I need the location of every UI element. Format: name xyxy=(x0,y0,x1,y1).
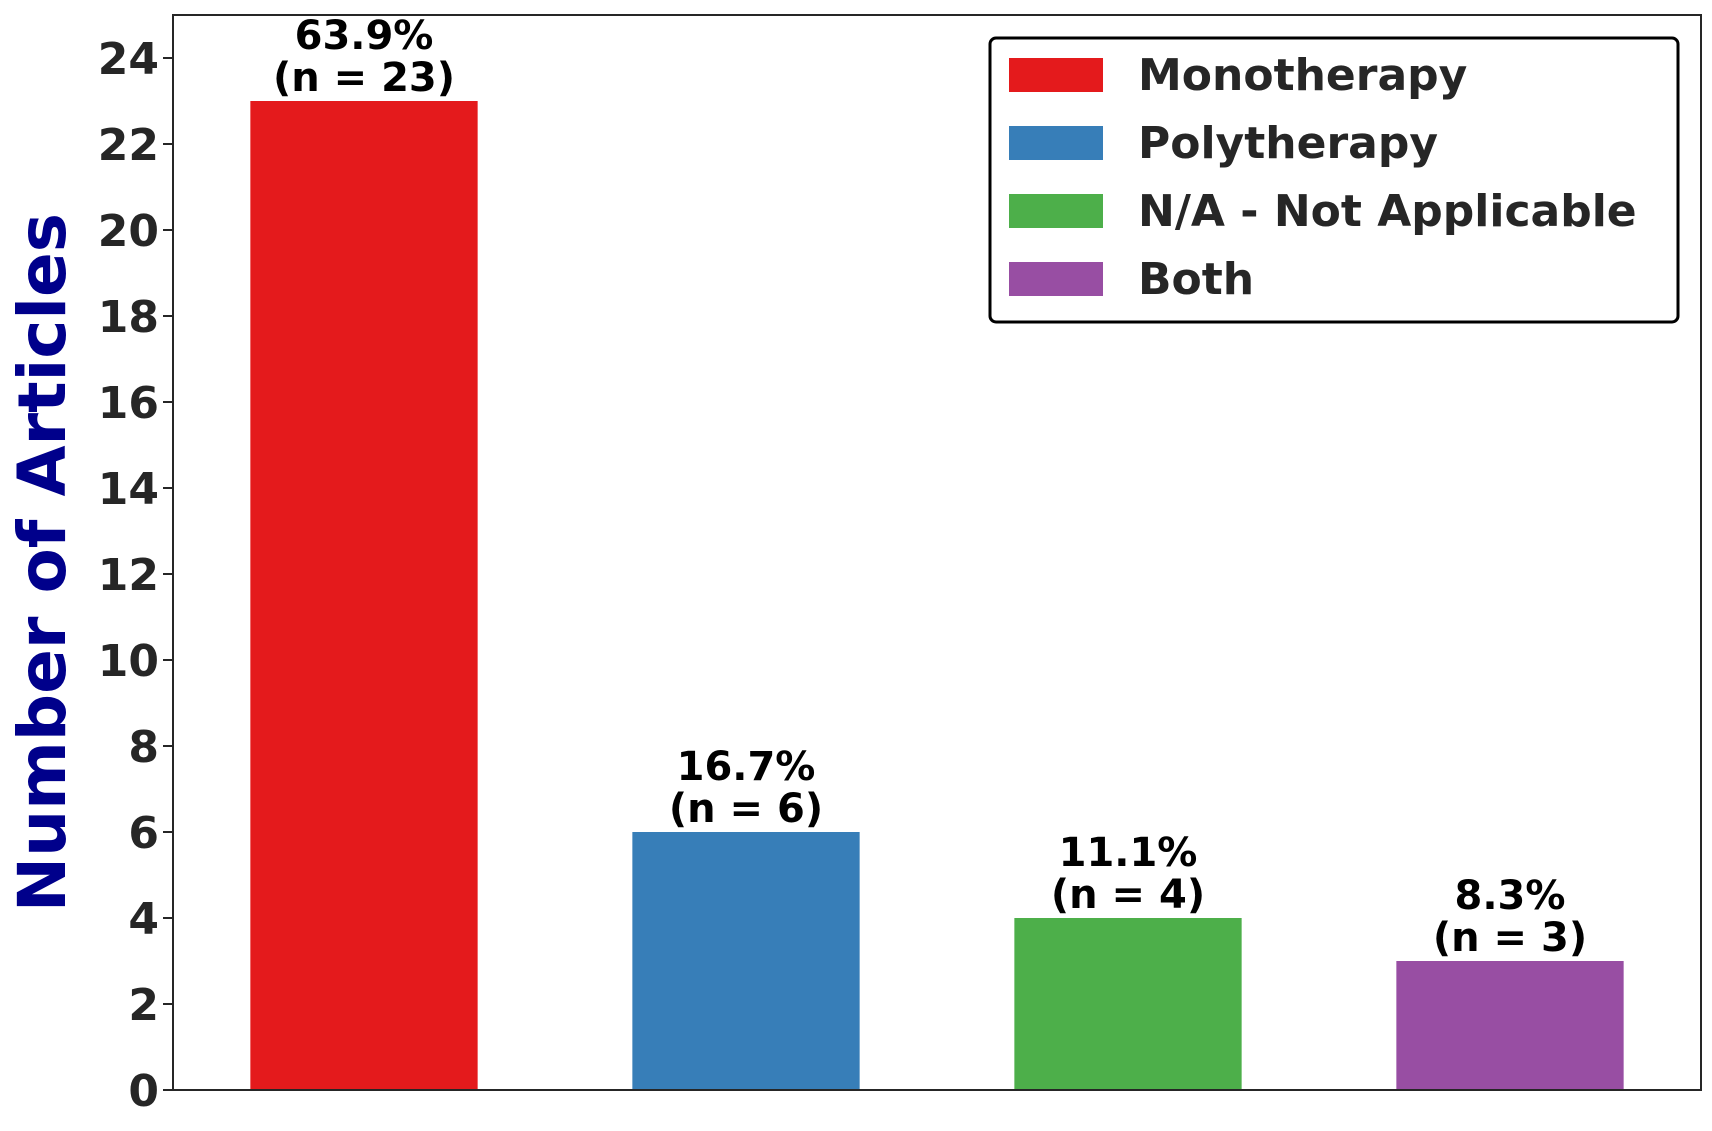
legend-swatch xyxy=(1009,126,1103,160)
y-tick-label: 0 xyxy=(128,1066,159,1117)
bar-percent-label: 63.9% xyxy=(295,13,434,59)
bars-layer xyxy=(250,101,1624,1090)
y-tick-label: 20 xyxy=(98,206,159,257)
bar xyxy=(250,101,478,1090)
legend-swatch xyxy=(1009,194,1103,228)
legend-label: N/A - Not Applicable xyxy=(1138,186,1637,237)
bar-percent-label: 11.1% xyxy=(1059,830,1198,876)
legend-label: Polytherapy xyxy=(1138,118,1438,169)
bar-percent-label: 8.3% xyxy=(1455,873,1566,919)
bar-count-label: (n = 23) xyxy=(273,55,455,101)
legend: Monotherapy Polytherapy N/A - Not Applicab… xyxy=(988,36,1680,324)
y-tick-label: 6 xyxy=(128,808,159,859)
y-tick-label: 24 xyxy=(98,34,159,85)
y-tick-label: 16 xyxy=(98,378,159,429)
y-tick-label: 22 xyxy=(98,120,159,171)
legend-label: Both xyxy=(1138,254,1254,305)
y-tick-label: 14 xyxy=(98,464,159,515)
y-axis-label: Number of Articles xyxy=(4,213,81,912)
bar-percent-label: 16.7% xyxy=(677,744,816,790)
legend-swatch xyxy=(1009,262,1103,296)
y-tick-label: 8 xyxy=(128,722,159,773)
bar xyxy=(1014,918,1242,1090)
y-tick-label: 10 xyxy=(98,636,159,687)
bar xyxy=(632,832,860,1090)
y-tick-label: 4 xyxy=(128,894,159,945)
y-tick-label: 2 xyxy=(128,980,159,1031)
bar-count-label: (n = 6) xyxy=(669,786,823,832)
bar-count-label: (n = 4) xyxy=(1051,872,1205,918)
y-tick-label: 18 xyxy=(98,292,159,343)
bar-count-label: (n = 3) xyxy=(1433,915,1587,961)
legend-box xyxy=(988,36,1680,324)
plot-frame xyxy=(172,14,1702,1091)
bar-labels-layer: 63.9%(n = 23) 16.7%(n = 6) 11.1%(n = 4) 8.3… xyxy=(273,13,1587,961)
y-tick-label: 12 xyxy=(98,550,159,601)
legend-label: Monotherapy xyxy=(1138,50,1467,101)
legend-swatch xyxy=(1009,58,1103,92)
bar xyxy=(1396,961,1624,1090)
